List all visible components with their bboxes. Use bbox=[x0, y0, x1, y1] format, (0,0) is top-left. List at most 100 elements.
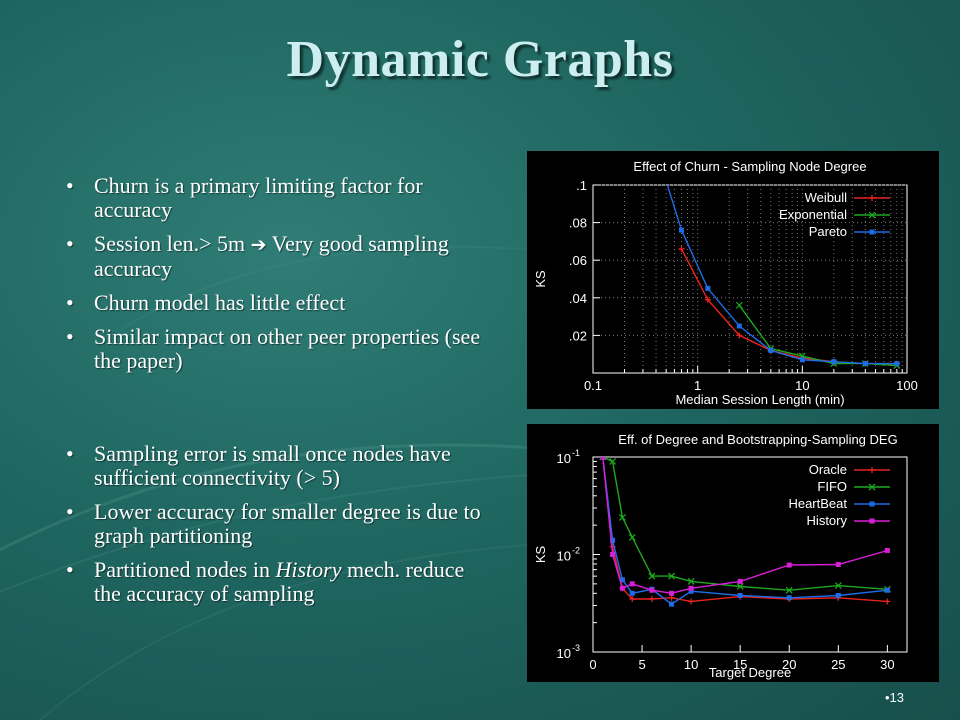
data-point bbox=[768, 347, 774, 353]
data-point bbox=[687, 577, 695, 585]
series-history bbox=[600, 457, 890, 596]
x-tick-label: 1 bbox=[694, 378, 701, 393]
data-point bbox=[884, 547, 890, 553]
bullet-text: Churn is a primary limiting factor for a… bbox=[94, 173, 423, 222]
y-axis-label: KS bbox=[533, 270, 548, 288]
data-point bbox=[869, 501, 875, 507]
series-heartbeat bbox=[600, 457, 890, 607]
data-point bbox=[737, 592, 743, 598]
bullet-dot-icon: • bbox=[66, 441, 74, 466]
bullet-text: Partitioned nodes in bbox=[94, 557, 276, 582]
bullet-dot-icon: • bbox=[66, 290, 74, 315]
data-point bbox=[678, 227, 684, 233]
chart-degree-effect: 0 5 10 15 20 25 30 10 -3 10 -2 10 -1 Eff. of Degree a… bbox=[527, 424, 939, 682]
plot-frame bbox=[592, 456, 908, 653]
data-point bbox=[648, 572, 656, 580]
y-tick-label-base: 10 bbox=[557, 451, 571, 466]
bullet-text: Very good sampling accuracy bbox=[94, 231, 449, 281]
data-point bbox=[735, 301, 743, 309]
legend-label: Pareto bbox=[809, 224, 847, 239]
bullet-dot-icon: • bbox=[66, 173, 74, 198]
bullet-text: Churn model has little effect bbox=[94, 290, 346, 315]
data-point bbox=[648, 595, 655, 602]
data-point bbox=[834, 582, 842, 590]
x-tick-label: 5 bbox=[638, 657, 645, 672]
y-tick-label-base: 10 bbox=[557, 549, 571, 564]
data-point bbox=[664, 179, 669, 184]
bullet-list-top: • Churn is a primary limiting factor for … bbox=[62, 174, 482, 383]
data-point bbox=[786, 595, 792, 601]
bullet-list-bottom: • Sampling error is small once nodes have… bbox=[62, 442, 482, 616]
data-point bbox=[688, 585, 694, 591]
data-point bbox=[786, 562, 792, 568]
data-point bbox=[600, 457, 606, 460]
data-point bbox=[799, 357, 805, 363]
y-tick-label: .02 bbox=[569, 328, 587, 343]
bullet-item: • Churn model has little effect bbox=[62, 291, 482, 315]
x-tick-label: 10 bbox=[684, 657, 698, 672]
data-point bbox=[869, 195, 875, 201]
legend-label: FIFO bbox=[817, 479, 847, 494]
data-point bbox=[619, 577, 625, 583]
y-tick-label: .08 bbox=[569, 216, 587, 231]
data-point bbox=[868, 483, 876, 491]
data-point bbox=[705, 285, 711, 291]
data-point bbox=[831, 359, 837, 365]
data-point bbox=[688, 598, 695, 605]
data-point bbox=[669, 590, 674, 596]
series-pareto bbox=[664, 179, 900, 367]
data-point bbox=[609, 458, 617, 465]
data-point bbox=[785, 586, 793, 594]
chart-title: Effect of Churn - Sampling Node Degree bbox=[633, 159, 866, 174]
data-point bbox=[669, 601, 674, 607]
data-point bbox=[835, 561, 841, 567]
data-point bbox=[869, 229, 875, 235]
data-point bbox=[610, 537, 616, 543]
data-point bbox=[869, 467, 875, 473]
data-point bbox=[894, 361, 900, 367]
legend-label: HeartBeat bbox=[788, 496, 847, 511]
bullet-item: • Similar impact on other peer properties… bbox=[62, 325, 482, 373]
x-tick-label: 10 bbox=[795, 378, 809, 393]
bullet-dot-icon: • bbox=[66, 499, 74, 524]
page-number: •13 bbox=[885, 690, 905, 705]
bullet-text: Similar impact on other peer properties … bbox=[94, 324, 481, 373]
data-point bbox=[678, 245, 685, 252]
y-tick-label-exponent: -3 bbox=[572, 643, 580, 653]
data-point bbox=[868, 211, 876, 219]
y-tick-label: .04 bbox=[569, 291, 587, 306]
data-point bbox=[736, 332, 743, 339]
legend-label: History bbox=[807, 513, 848, 528]
data-point bbox=[737, 578, 743, 584]
data-point bbox=[869, 518, 875, 524]
slide-title: Dynamic Graphs bbox=[286, 31, 674, 88]
legend-label: Weibull bbox=[805, 190, 848, 205]
arrow-icon: ➔ bbox=[250, 234, 267, 256]
chart-churn-effect-svg: 0.1 1 10 100 .02 .04 .06 .08 .1 Effect of Churn -… bbox=[533, 159, 918, 407]
data-point bbox=[629, 595, 636, 602]
data-point bbox=[668, 572, 675, 580]
data-point bbox=[704, 296, 711, 303]
data-point bbox=[628, 533, 636, 541]
data-point bbox=[884, 587, 890, 593]
bullet-text: Session len.> 5m bbox=[94, 231, 251, 256]
chart-churn-effect: 0.1 1 10 100 .02 .04 .06 .08 .1 Effect of Churn -… bbox=[527, 151, 939, 409]
bullet-text: Sampling error is small once nodes have … bbox=[94, 441, 451, 490]
data-point bbox=[736, 323, 742, 329]
legend-label: Oracle bbox=[809, 462, 847, 477]
data-point bbox=[629, 590, 635, 596]
data-point bbox=[610, 552, 616, 557]
x-tick-label: 0 bbox=[589, 657, 596, 672]
data-point bbox=[736, 583, 744, 590]
bullet-item: • Session len.> 5m ➔ Very good sampling a… bbox=[62, 232, 482, 281]
x-tick-label: 25 bbox=[831, 657, 845, 672]
bullet-text-italic: History bbox=[275, 557, 342, 582]
x-tick-label: 0.1 bbox=[584, 378, 602, 393]
plot-frame bbox=[592, 184, 908, 374]
bullet-item: • Lower accuracy for smaller degree is du… bbox=[62, 500, 482, 548]
series-weibull bbox=[678, 245, 900, 367]
bullet-item: • Churn is a primary limiting factor for … bbox=[62, 174, 482, 222]
legend-label: Exponential bbox=[779, 207, 847, 222]
data-point bbox=[835, 592, 841, 598]
